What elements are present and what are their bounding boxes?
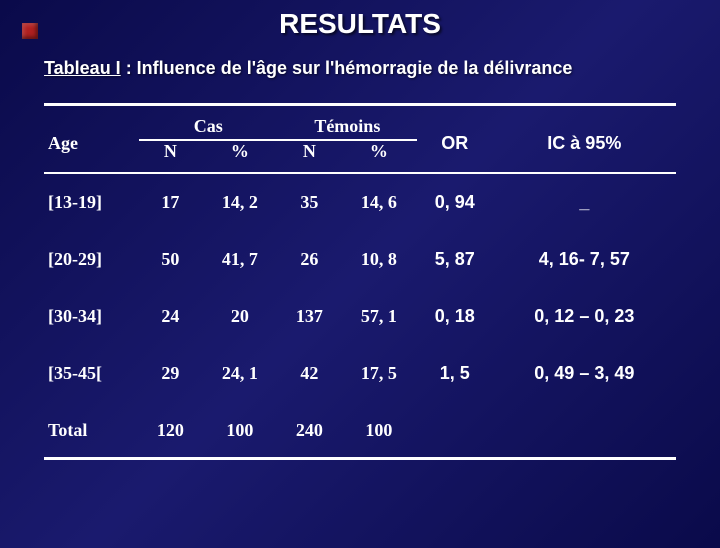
cell-age: [13-19] xyxy=(44,173,139,231)
cell-cas-n: 120 xyxy=(139,402,202,459)
table-row: [13-19]1714, 23514, 60, 94_ xyxy=(44,173,676,231)
cell-or: 0, 18 xyxy=(417,288,493,345)
cell-cas-pct: 14, 2 xyxy=(202,173,278,231)
cell-ci: _ xyxy=(493,173,676,231)
cell-age: [30-34] xyxy=(44,288,139,345)
cell-cas-pct: 41, 7 xyxy=(202,231,278,288)
cell-cas-pct: 100 xyxy=(202,402,278,459)
table-caption: Tableau I : Influence de l'âge sur l'hém… xyxy=(44,58,720,79)
page-title: RESULTATS xyxy=(0,8,720,40)
table-row: [35-45[2924, 14217, 51, 50, 49 – 3, 49 xyxy=(44,345,676,402)
table-row: [20-29]5041, 72610, 85, 874, 16- 7, 57 xyxy=(44,231,676,288)
col-temoins-pct: % xyxy=(341,140,417,173)
cell-tem-n: 137 xyxy=(278,288,341,345)
table-header-row-1: Age Cas Témoins OR IC à 95% xyxy=(44,105,676,141)
cell-tem-n: 35 xyxy=(278,173,341,231)
cell-ci: 0, 49 – 3, 49 xyxy=(493,345,676,402)
cell-cas-pct: 24, 1 xyxy=(202,345,278,402)
table-row: Total120100240100 xyxy=(44,402,676,459)
col-or: OR xyxy=(417,105,493,174)
cell-cas-n: 17 xyxy=(139,173,202,231)
cell-or xyxy=(417,402,493,459)
cell-cas-n: 50 xyxy=(139,231,202,288)
cell-ci: 0, 12 – 0, 23 xyxy=(493,288,676,345)
cell-cas-pct: 20 xyxy=(202,288,278,345)
cell-tem-pct: 100 xyxy=(341,402,417,459)
cell-tem-n: 240 xyxy=(278,402,341,459)
caption-prefix: Tableau I xyxy=(44,58,121,78)
col-temoins-n: N xyxy=(278,140,341,173)
cell-age: [35-45[ xyxy=(44,345,139,402)
col-age: Age xyxy=(44,105,139,174)
cell-or: 5, 87 xyxy=(417,231,493,288)
cell-age: [20-29] xyxy=(44,231,139,288)
col-cas-n: N xyxy=(139,140,202,173)
cell-or: 1, 5 xyxy=(417,345,493,402)
cell-tem-pct: 57, 1 xyxy=(341,288,417,345)
cell-tem-pct: 17, 5 xyxy=(341,345,417,402)
cell-tem-pct: 14, 6 xyxy=(341,173,417,231)
cell-cas-n: 29 xyxy=(139,345,202,402)
col-temoins: Témoins xyxy=(278,105,417,141)
table-row: [30-34]242013757, 10, 180, 12 – 0, 23 xyxy=(44,288,676,345)
slide-bullet xyxy=(22,23,38,39)
cell-tem-n: 26 xyxy=(278,231,341,288)
cell-ci xyxy=(493,402,676,459)
cell-ci: 4, 16- 7, 57 xyxy=(493,231,676,288)
caption-rest: : Influence de l'âge sur l'hémorragie de… xyxy=(121,58,573,78)
cell-tem-pct: 10, 8 xyxy=(341,231,417,288)
cell-or: 0, 94 xyxy=(417,173,493,231)
cell-cas-n: 24 xyxy=(139,288,202,345)
col-cas: Cas xyxy=(139,105,278,141)
results-table: Age Cas Témoins OR IC à 95% N % N % [13-… xyxy=(44,103,676,460)
results-table-container: Age Cas Témoins OR IC à 95% N % N % [13-… xyxy=(44,103,676,460)
cell-tem-n: 42 xyxy=(278,345,341,402)
cell-age: Total xyxy=(44,402,139,459)
col-cas-pct: % xyxy=(202,140,278,173)
col-ci: IC à 95% xyxy=(493,105,676,174)
